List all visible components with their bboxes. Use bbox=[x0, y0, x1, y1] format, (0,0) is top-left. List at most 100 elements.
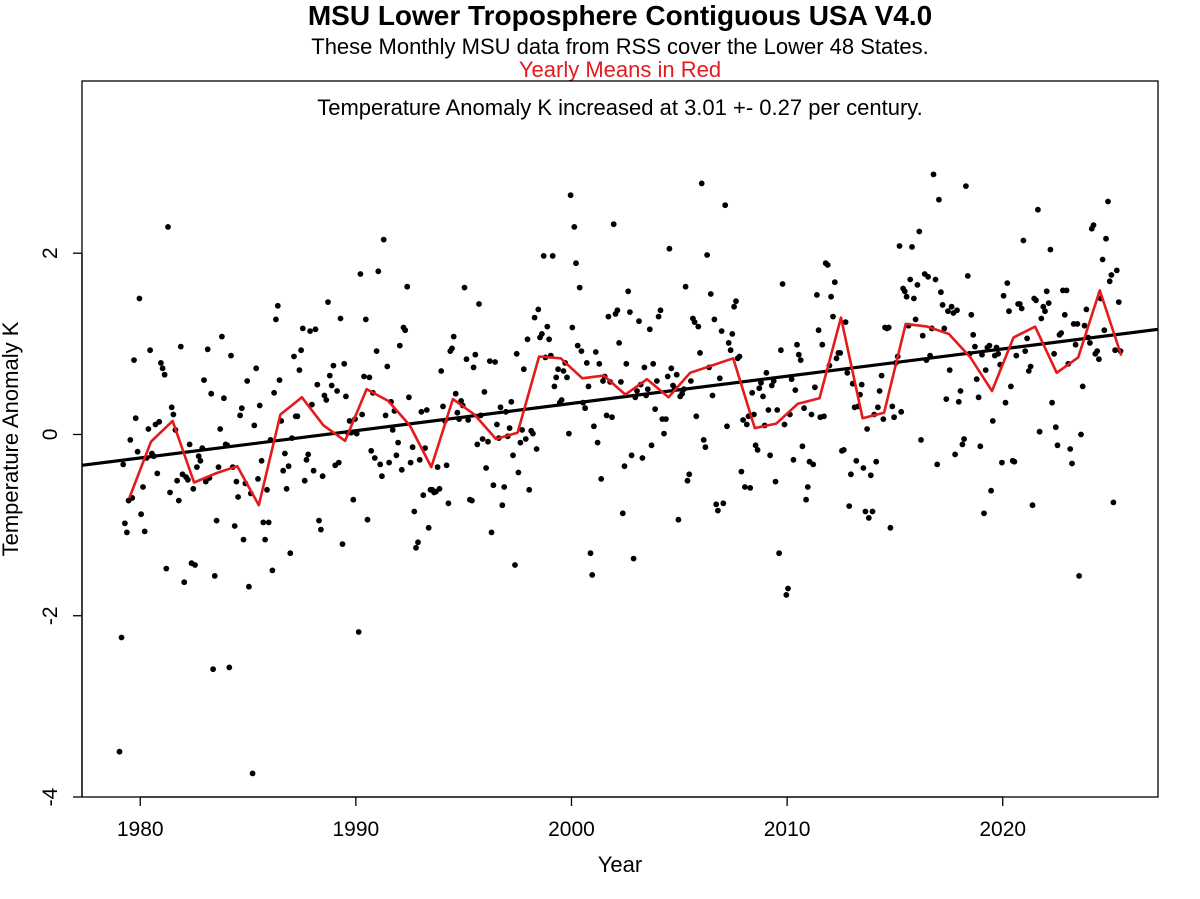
data-point bbox=[386, 459, 392, 466]
data-point bbox=[1061, 311, 1068, 318]
data-point bbox=[644, 386, 651, 393]
data-point bbox=[461, 284, 468, 291]
data-point bbox=[1110, 499, 1117, 506]
data-point bbox=[797, 357, 804, 363]
data-point bbox=[492, 359, 498, 365]
data-point bbox=[438, 368, 445, 374]
data-point bbox=[124, 529, 130, 536]
data-point bbox=[546, 336, 552, 343]
data-point bbox=[454, 409, 461, 416]
data-point bbox=[411, 508, 418, 515]
data-point bbox=[720, 500, 727, 507]
data-point bbox=[449, 345, 455, 352]
data-point bbox=[663, 416, 669, 422]
data-point bbox=[330, 362, 337, 369]
data-points bbox=[116, 171, 1124, 777]
data-point bbox=[425, 524, 432, 531]
y-tick-label: -4 bbox=[39, 787, 62, 806]
data-point bbox=[957, 388, 964, 394]
data-point bbox=[869, 508, 876, 515]
data-point bbox=[821, 413, 827, 420]
data-point bbox=[346, 418, 353, 424]
data-point bbox=[792, 387, 799, 393]
data-point bbox=[788, 376, 795, 383]
data-point bbox=[614, 307, 621, 314]
data-point bbox=[885, 324, 892, 331]
data-point bbox=[445, 500, 452, 507]
data-point bbox=[804, 484, 811, 490]
data-point bbox=[679, 390, 685, 397]
data-point bbox=[265, 519, 272, 526]
data-point bbox=[343, 393, 349, 400]
data-point bbox=[535, 306, 542, 313]
data-point bbox=[709, 392, 716, 399]
x-axis: 1980 1990 2000 2010 2020 bbox=[117, 796, 1026, 841]
data-point bbox=[925, 273, 931, 280]
data-point bbox=[192, 562, 198, 568]
data-point bbox=[544, 323, 551, 330]
data-point bbox=[271, 389, 277, 396]
data-point bbox=[274, 302, 281, 309]
data-point bbox=[328, 382, 335, 389]
data-point bbox=[481, 389, 488, 395]
data-point bbox=[326, 372, 333, 379]
data-point bbox=[316, 517, 322, 524]
data-point bbox=[335, 459, 342, 466]
data-point bbox=[210, 666, 217, 673]
data-point bbox=[355, 629, 362, 635]
data-point bbox=[844, 369, 851, 376]
data-point bbox=[1004, 280, 1011, 286]
data-point bbox=[494, 421, 500, 428]
y-tick-label: -2 bbox=[39, 606, 62, 625]
data-point bbox=[864, 426, 870, 432]
data-point bbox=[415, 539, 421, 546]
data-point bbox=[896, 243, 903, 249]
data-point bbox=[170, 411, 177, 418]
data-point bbox=[641, 364, 648, 371]
data-point bbox=[860, 465, 867, 471]
data-point bbox=[742, 484, 748, 490]
data-point bbox=[955, 398, 962, 405]
data-point bbox=[127, 437, 134, 443]
data-point bbox=[517, 439, 524, 446]
data-point bbox=[294, 413, 301, 420]
data-point bbox=[380, 236, 387, 243]
data-point bbox=[463, 356, 470, 363]
data-point bbox=[636, 318, 642, 325]
data-point bbox=[776, 550, 782, 557]
data-point bbox=[936, 196, 942, 203]
data-point bbox=[260, 519, 267, 526]
data-point bbox=[469, 497, 475, 504]
data-point bbox=[945, 308, 951, 315]
data-point bbox=[610, 221, 617, 228]
data-point bbox=[948, 303, 955, 310]
chart-subtitle-yearly-means: Yearly Means in Red bbox=[519, 57, 721, 82]
data-point bbox=[1101, 327, 1108, 334]
data-point bbox=[652, 406, 658, 412]
data-point bbox=[1036, 428, 1043, 435]
data-point bbox=[287, 550, 294, 557]
data-point bbox=[914, 282, 921, 288]
data-point bbox=[1063, 287, 1070, 294]
data-point bbox=[551, 383, 558, 390]
data-point bbox=[450, 333, 457, 340]
data-point bbox=[244, 378, 251, 384]
data-point bbox=[1108, 272, 1115, 278]
data-point bbox=[136, 295, 143, 302]
data-point bbox=[158, 360, 164, 366]
data-point bbox=[911, 295, 917, 302]
data-point bbox=[560, 368, 567, 374]
data-point bbox=[571, 224, 578, 230]
data-point bbox=[249, 770, 256, 777]
data-point bbox=[553, 374, 560, 381]
data-point bbox=[576, 284, 583, 291]
data-point bbox=[573, 260, 579, 267]
data-point bbox=[443, 462, 450, 469]
data-point bbox=[830, 313, 836, 320]
data-point bbox=[508, 398, 515, 405]
data-point bbox=[296, 367, 303, 373]
data-point bbox=[237, 412, 244, 419]
data-point bbox=[416, 456, 423, 463]
data-point bbox=[120, 461, 127, 468]
